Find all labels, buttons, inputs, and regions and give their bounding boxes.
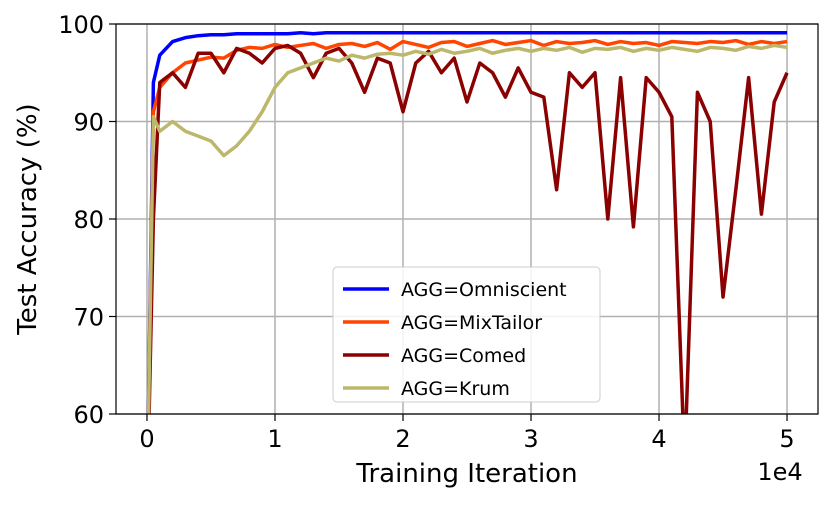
x-axis-label: Training Iteration xyxy=(355,459,577,489)
y-tick-label: 70 xyxy=(73,304,104,332)
x-tick-label: 3 xyxy=(523,425,538,453)
x-tick-label: 2 xyxy=(395,425,410,453)
x-tick-label: 5 xyxy=(779,425,794,453)
y-tick-label: 100 xyxy=(58,11,104,39)
y-tick-label: 90 xyxy=(73,109,104,137)
series-line xyxy=(146,38,788,414)
y-tick-label: 80 xyxy=(73,206,104,234)
legend-label: AGG=Omniscient xyxy=(401,279,567,301)
x-offset-label: 1e4 xyxy=(757,458,802,486)
series-line xyxy=(146,43,788,414)
legend-label: AGG=Comed xyxy=(401,345,526,367)
series-line xyxy=(147,43,789,414)
series-line xyxy=(146,31,788,414)
plot-lines xyxy=(146,31,789,414)
legend-box xyxy=(332,266,601,403)
x-tick-label: 0 xyxy=(139,425,154,453)
plot-frame xyxy=(115,23,819,415)
x-tick-label: 1 xyxy=(267,425,282,453)
y-tick-label: 60 xyxy=(73,401,104,429)
legend-label: AGG=MixTailor xyxy=(401,312,542,334)
x-tick-label: 4 xyxy=(651,425,666,453)
legend-label: AGG=Krum xyxy=(401,378,510,400)
y-axis-label: Test Accuracy (%) xyxy=(13,103,43,335)
